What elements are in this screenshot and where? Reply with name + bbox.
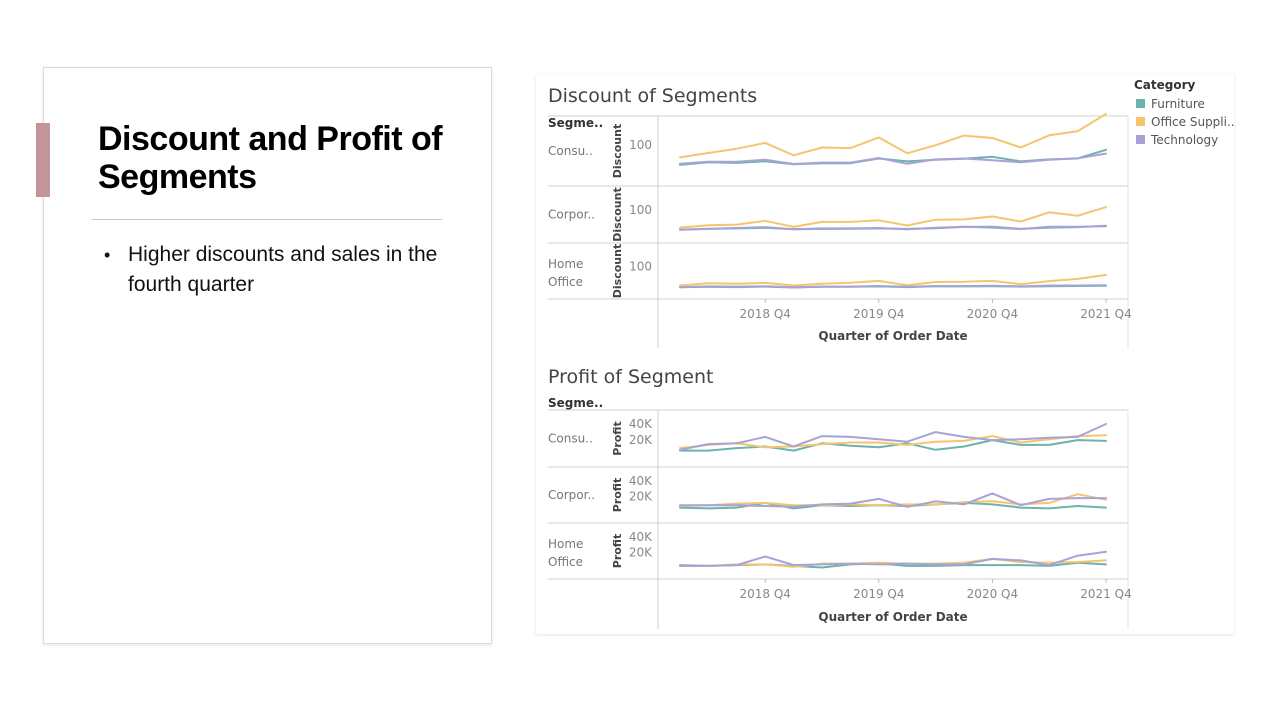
y-tick-label: 20K (629, 546, 653, 560)
slide-title: Discount and Profit of Segments (98, 120, 443, 196)
chart-title: Profit of Segment (548, 366, 713, 388)
series-line-technology (679, 550, 1107, 567)
legend-swatch (1136, 99, 1145, 108)
legend-swatch (1136, 117, 1145, 126)
segment-label: Home Office (548, 257, 583, 289)
row-header: Segme.. (548, 116, 603, 130)
segment-label: Consu.. (548, 432, 593, 446)
y-axis-title: Profit (611, 478, 624, 512)
segment-label: Corpor.. (548, 488, 595, 502)
x-tick-label: 2020 Q4 (967, 587, 1018, 601)
legend-swatch (1136, 135, 1145, 144)
bullet-text: Higher discounts and sales in the fourth… (128, 243, 438, 296)
series-line-office-suppli (679, 274, 1107, 287)
chart-title: Discount of Segments (548, 85, 757, 107)
legend-item-office-supplies[interactable]: Office Suppli.. (1134, 113, 1234, 131)
legend-label: Office Suppli.. (1151, 115, 1234, 129)
bullet-list: • Higher discounts and sales in the four… (104, 240, 454, 300)
legend-item-technology[interactable]: Technology (1134, 131, 1234, 149)
x-axis-title: Quarter of Order Date (818, 329, 967, 343)
row-header: Segme.. (548, 396, 603, 410)
series-line-technology (679, 423, 1107, 451)
category-legend: Category Furniture Office Suppli.. Techn… (1134, 78, 1234, 149)
y-axis-title: Profit (611, 534, 624, 568)
y-axis-title: Discount (611, 124, 624, 178)
title-divider (92, 219, 442, 220)
segment-label: Consu.. (548, 144, 593, 158)
bullet-item: • Higher discounts and sales in the four… (104, 240, 454, 300)
segment-label-line: Home (548, 257, 583, 271)
segment-label: Corpor.. (548, 208, 595, 222)
legend-title: Category (1134, 78, 1196, 92)
x-axis-title: Quarter of Order Date (818, 610, 967, 624)
legend-label: Furniture (1151, 97, 1205, 111)
x-tick-label: 2021 Q4 (1080, 307, 1131, 321)
dashboard-panel: Discount of Segments Segme.. Consu.. Discou… (536, 74, 1234, 634)
segment-label: Home Office (548, 537, 583, 569)
y-tick-label: 100 (629, 138, 652, 152)
y-tick-label: 40K (629, 417, 653, 431)
y-axis-title: Discount (611, 187, 624, 241)
series-line-technology (679, 284, 1107, 289)
series-line-technology (679, 225, 1107, 231)
x-tick-label: 2018 Q4 (739, 587, 790, 601)
y-tick-label: 100 (629, 260, 652, 274)
segment-label-line: Office (548, 275, 583, 289)
segment-label-line: Home (548, 537, 583, 551)
series-line-furniture (679, 148, 1107, 166)
x-tick-label: 2018 Q4 (739, 307, 790, 321)
x-tick-label: 2019 Q4 (853, 587, 904, 601)
dashboard-charts: Discount of Segments Segme.. Consu.. Discou… (548, 85, 1132, 629)
legend-label: Technology (1151, 133, 1219, 147)
y-tick-label: 100 (629, 203, 652, 217)
x-tick-label: 2021 Q4 (1080, 587, 1131, 601)
y-tick-label: 20K (629, 433, 653, 447)
series-line-technology (679, 492, 1107, 508)
y-axis-title: Profit (611, 421, 624, 455)
segment-label-line: Office (548, 555, 583, 569)
series-line-office-suppli (679, 493, 1107, 507)
series-line-technology (679, 152, 1107, 165)
text-card (43, 67, 492, 644)
bullet-glyph: • (104, 245, 111, 265)
y-tick-label: 40K (629, 530, 653, 544)
x-tick-label: 2019 Q4 (853, 307, 904, 321)
x-tick-label: 2020 Q4 (967, 307, 1018, 321)
title-accent-bar (36, 123, 50, 197)
y-tick-label: 20K (629, 490, 653, 504)
series-line-furniture (679, 439, 1107, 452)
series-line-office-suppli (679, 206, 1107, 229)
series-line-office-suppli (679, 434, 1107, 450)
y-axis-title: Discount (611, 244, 624, 298)
legend-item-furniture[interactable]: Furniture (1134, 95, 1234, 113)
y-tick-label: 40K (629, 474, 653, 488)
series-line-office-suppli (679, 112, 1107, 159)
